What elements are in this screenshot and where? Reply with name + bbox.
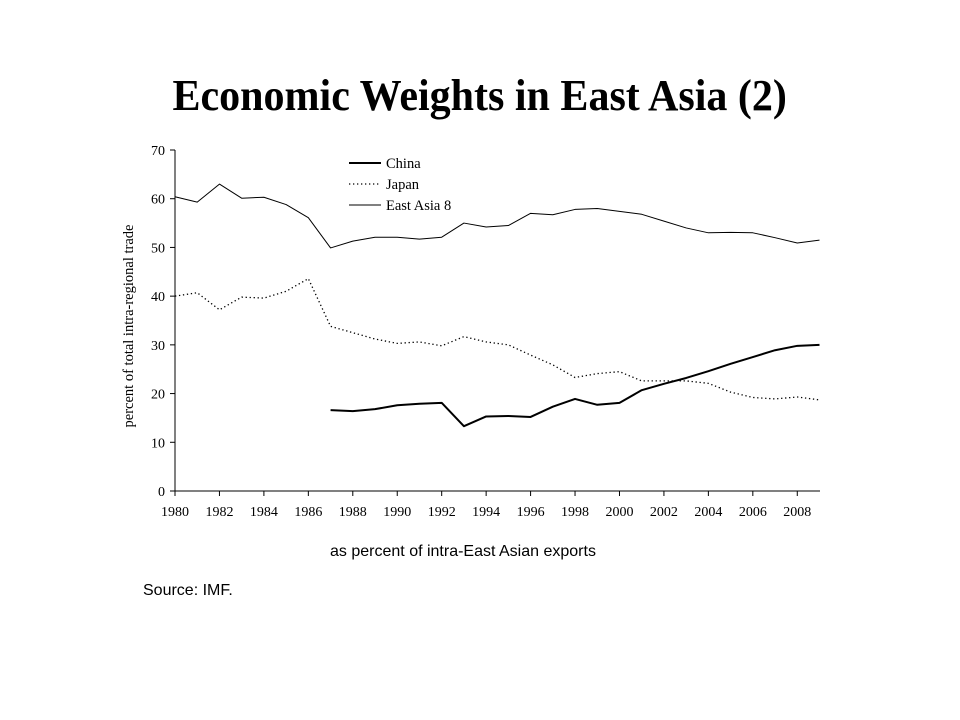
y-axis-title: percent of total intra-regional trade [121,225,137,428]
legend: China Japan East Asia 8 [349,156,451,214]
series-lines [174,183,820,428]
source-note: Source: IMF. [143,582,233,599]
y-tick-label: 20 [151,388,165,403]
y-tick-label: 30 [151,339,165,354]
x-tick-label: 2006 [739,505,767,520]
x-tick-label: 1988 [339,505,367,520]
x-tick-label: 2000 [605,505,633,520]
y-tick-label: 0 [158,485,165,500]
x-tick-label: 1984 [250,505,278,520]
x-tick-label: 1994 [472,505,500,520]
x-tick-label: 2004 [694,505,722,520]
y-tick-label: 10 [151,436,165,451]
x-tick-label: 1998 [561,505,589,520]
slide-title-container: Economic Weights in East Asia (2) [0,74,960,118]
legend-item-china: China [349,156,421,172]
legend-label-japan: Japan [386,177,420,193]
series-line-japan [174,277,820,401]
y-tick-label: 50 [151,241,165,256]
legend-item-east-asia-8: East Asia 8 [349,198,451,214]
x-tick-label: 1980 [161,505,189,520]
x-tick-label: 1992 [428,505,456,520]
legend-item-japan: Japan [349,177,420,193]
x-tick-label: 1996 [517,505,545,520]
y-tick-label: 70 [151,144,165,159]
slide-title: Economic Weights in East Asia (2) [172,71,788,120]
x-tick-label: 2002 [650,505,678,520]
chart-caption: as percent of intra-East Asian exports [330,543,596,560]
legend-label-china: China [386,156,421,172]
x-tick-label: 1982 [205,505,233,520]
y-tick-label: 40 [151,290,165,305]
legend-label-east-asia-8: East Asia 8 [386,198,451,214]
y-tick-label: 60 [151,193,165,208]
x-tick-label: 1986 [294,505,322,520]
x-tick-label: 2008 [783,505,811,520]
series-line-east-asia-8 [174,183,820,249]
x-axis-ticks: 1980 1982 1984 1986 1988 1990 1992 1994 1996 1998… [161,491,811,520]
series-line-china [330,343,820,428]
x-tick-label: 1990 [383,505,411,520]
y-axis-ticks: 0 10 20 30 40 50 60 70 [151,144,175,500]
